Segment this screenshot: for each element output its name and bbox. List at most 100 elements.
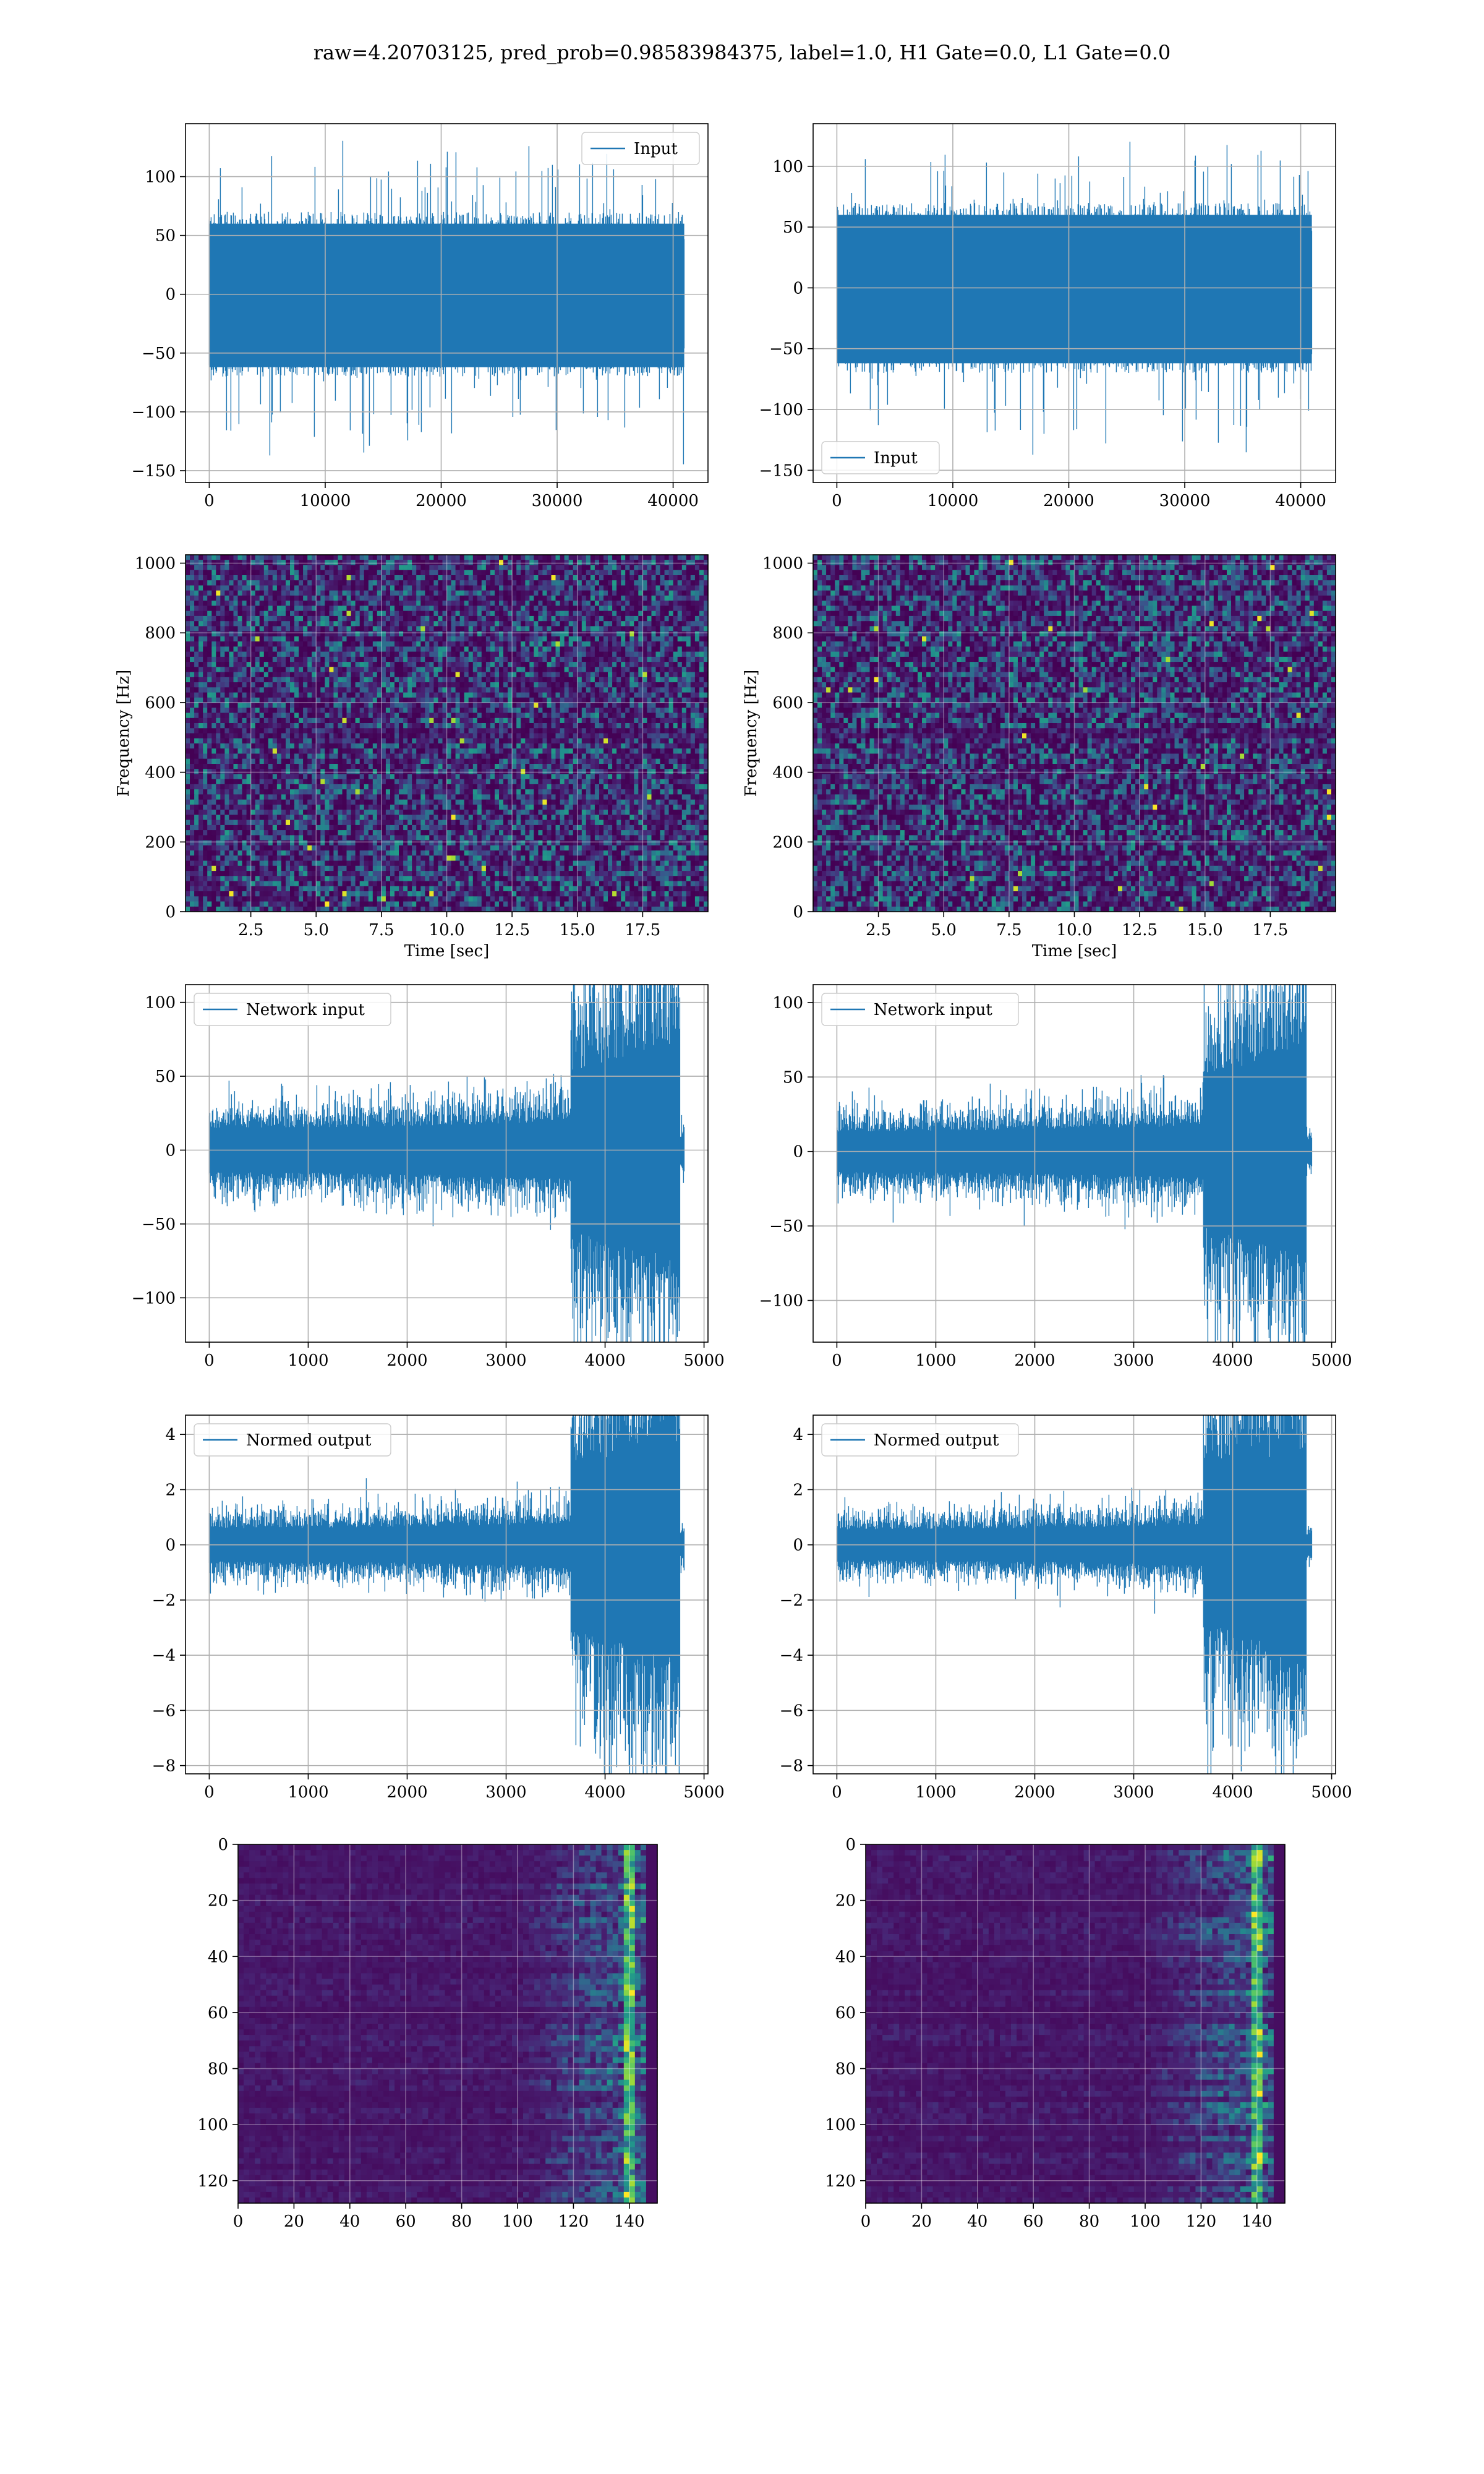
spectrogram-cell <box>482 738 487 744</box>
spectrogram-cell <box>251 626 256 631</box>
spectrogram-cell <box>403 703 408 708</box>
spectrogram-cell <box>464 626 469 631</box>
spectrogram-cell <box>351 606 356 611</box>
spectrogram-cell <box>216 641 221 647</box>
spectrogram-cell <box>277 652 282 657</box>
spectrogram-cell <box>529 631 534 637</box>
spectrogram-cell <box>552 708 556 713</box>
spectrogram-cell <box>242 606 247 611</box>
spectrogram-cell <box>469 718 474 724</box>
spectrogram-cell <box>403 636 408 642</box>
spectrogram-cell <box>242 611 247 617</box>
spectrogram-cell <box>416 708 421 713</box>
spectrogram-cell <box>486 626 491 631</box>
spectrogram-cell <box>686 616 691 622</box>
spectrogram-cell <box>303 606 308 611</box>
spectrogram-cell <box>394 570 399 576</box>
spectrogram-cell <box>499 728 504 734</box>
spectrogram-cell <box>634 743 639 749</box>
spectrogram-cell <box>595 677 600 683</box>
spectrogram-cell <box>469 575 474 581</box>
spectrogram-cell <box>425 621 430 627</box>
spectrogram-cell <box>660 748 665 754</box>
spectrogram-cell <box>403 596 408 601</box>
spectrogram-cell <box>216 657 221 662</box>
chart-panel-raw-l1: 0 10000 20000 30000 40000−150−100−50050100In… <box>759 124 1336 510</box>
spectrogram-cell <box>386 601 391 606</box>
spectrogram-cell <box>238 687 243 693</box>
spectrogram-cell <box>273 743 278 749</box>
spectrogram-cell <box>255 641 260 647</box>
spectrogram-cell <box>373 621 378 627</box>
spectrogram-cell <box>482 636 487 642</box>
spectrogram-cell <box>386 652 391 657</box>
spectrogram-cell <box>464 662 469 667</box>
spectrogram-cell <box>347 723 352 729</box>
spectrogram-cell <box>612 596 617 601</box>
spectrogram-cell <box>552 723 556 729</box>
spectrogram-cell <box>625 646 630 652</box>
spectrogram-cell <box>325 718 330 724</box>
spectrogram-cell <box>569 682 574 688</box>
spectrogram-cell <box>347 734 352 739</box>
spectrogram-cell <box>260 754 265 760</box>
spectrogram-cell <box>482 759 487 764</box>
spectrogram-cell <box>273 636 278 642</box>
spectrogram-cell <box>682 718 687 724</box>
spectrogram-cell <box>425 641 430 647</box>
spectrogram-cell <box>390 662 395 667</box>
spectrogram-cell <box>665 748 670 754</box>
spectrogram-cell <box>516 565 521 571</box>
spectrogram-cell <box>294 713 299 719</box>
spectrogram-cell <box>660 646 665 652</box>
spectrogram-cell <box>642 723 647 729</box>
spectrogram-cell <box>451 570 456 576</box>
spectrogram-cell <box>642 682 647 688</box>
spectrogram-cell <box>264 708 269 713</box>
spectrogram-cell <box>464 596 469 601</box>
spectrogram-cell <box>460 565 465 571</box>
spectrogram-cell <box>656 748 661 754</box>
spectrogram-cell <box>629 580 634 586</box>
spectrogram-cell <box>556 565 561 571</box>
spectrogram-cell <box>382 718 386 724</box>
spectrogram-cell <box>264 560 269 565</box>
spectrogram-cell <box>425 687 430 693</box>
spectrogram-cell <box>394 723 399 729</box>
spectrogram-cell <box>360 631 365 637</box>
spectrogram-cell <box>591 667 595 672</box>
spectrogram-cell <box>560 641 565 647</box>
spectrogram-cell <box>238 743 243 749</box>
spectrogram-cell <box>673 723 678 729</box>
spectrogram-cell <box>482 728 487 734</box>
spectrogram-cell <box>351 718 356 724</box>
spectrogram-cell <box>399 621 404 627</box>
spectrogram-cell <box>529 734 534 739</box>
spectrogram-cell <box>369 596 373 601</box>
spectrogram-cell <box>299 662 304 667</box>
spectrogram-cell <box>407 591 412 596</box>
spectrogram-cell <box>656 743 661 749</box>
spectrogram-cell <box>525 738 530 744</box>
spectrogram-cell <box>360 708 365 713</box>
spectrogram-cell <box>224 693 229 698</box>
spectrogram-cell <box>203 601 208 606</box>
spectrogram-cell <box>552 672 556 678</box>
spectrogram-cell <box>599 748 604 754</box>
spectrogram-cell <box>656 616 661 622</box>
spectrogram-cell <box>399 586 404 591</box>
spectrogram-cell <box>516 738 521 744</box>
spectrogram-cell <box>656 667 661 672</box>
spectrogram-cell <box>407 748 412 754</box>
spectrogram-cell <box>347 728 352 734</box>
spectrogram-cell <box>665 718 670 724</box>
spectrogram-cell <box>552 667 556 672</box>
spectrogram-cell <box>516 728 521 734</box>
spectrogram-cell <box>591 575 595 581</box>
spectrogram-cell <box>351 738 356 744</box>
spectrogram-cell <box>665 606 670 611</box>
spectrogram-cell <box>211 560 216 565</box>
spectrogram-cell <box>382 606 386 611</box>
spectrogram-cell <box>629 601 634 606</box>
spectrogram-cell <box>669 657 674 662</box>
